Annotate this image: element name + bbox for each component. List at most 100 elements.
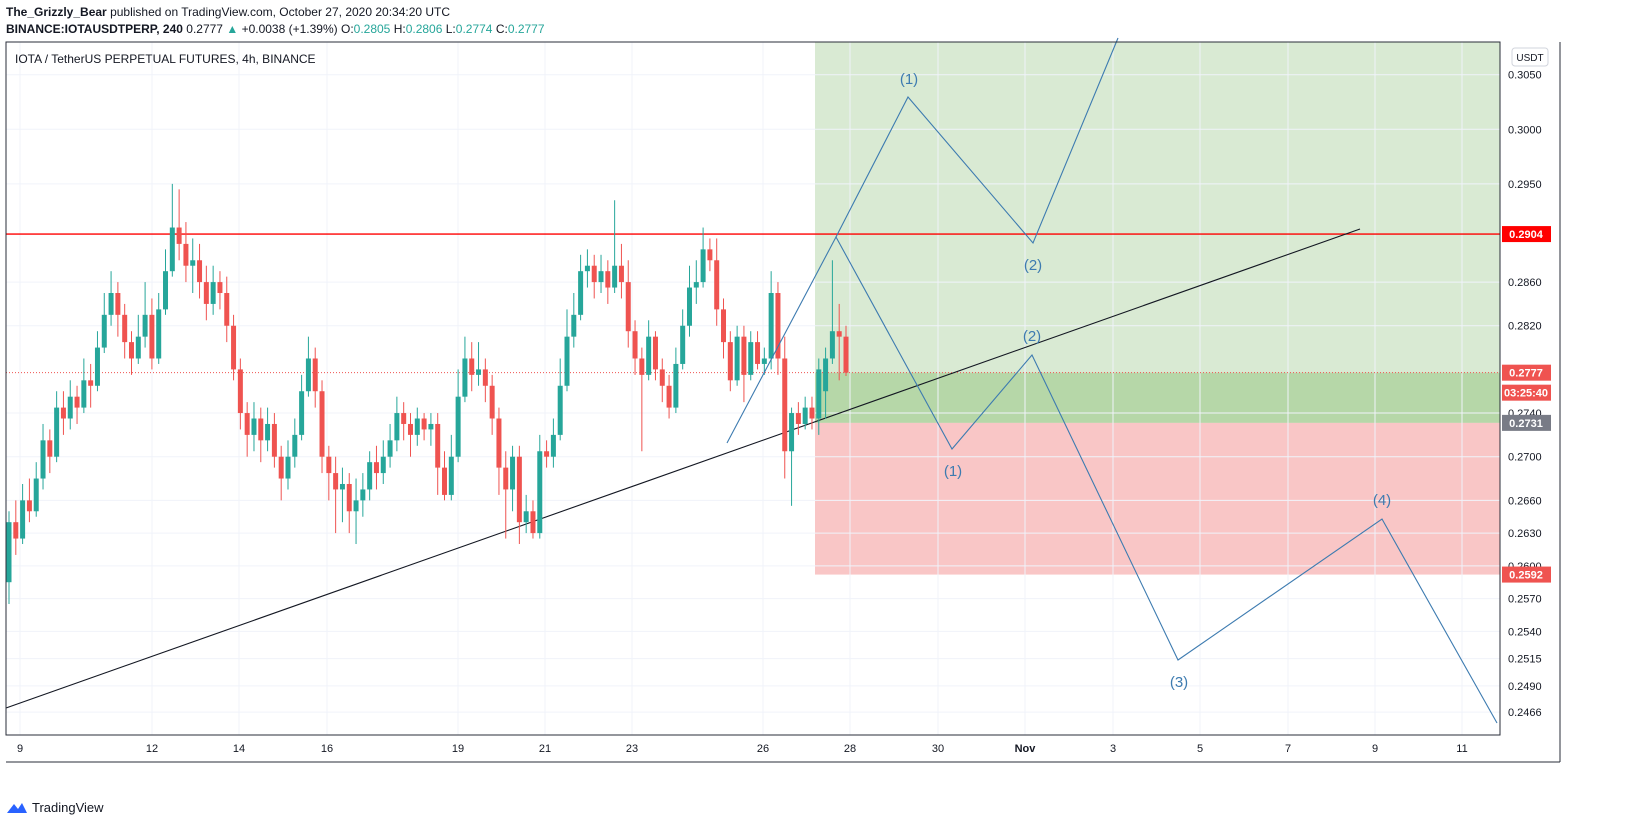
candle-body[interactable] bbox=[469, 358, 475, 375]
candle-body[interactable] bbox=[652, 336, 658, 370]
candle-body[interactable] bbox=[326, 456, 332, 474]
candle-body[interactable] bbox=[428, 423, 434, 430]
candle-body[interactable] bbox=[373, 462, 379, 474]
candle-body[interactable] bbox=[414, 418, 420, 435]
candle-body[interactable] bbox=[578, 271, 584, 315]
candle-body[interactable] bbox=[122, 314, 128, 343]
candle-body[interactable] bbox=[823, 358, 829, 392]
candle-body[interactable] bbox=[714, 260, 720, 310]
candle-body[interactable] bbox=[721, 309, 727, 343]
candle-body[interactable] bbox=[755, 342, 761, 364]
candle-body[interactable] bbox=[203, 282, 209, 304]
candle-body[interactable] bbox=[462, 358, 468, 397]
candle-body[interactable] bbox=[271, 423, 277, 457]
candle-body[interactable] bbox=[115, 293, 121, 315]
candle-body[interactable] bbox=[591, 265, 597, 283]
candle-body[interactable] bbox=[26, 500, 32, 512]
candle-body[interactable] bbox=[258, 418, 264, 441]
candle-body[interactable] bbox=[183, 243, 189, 266]
candle-body[interactable] bbox=[598, 271, 604, 283]
candle-body[interactable] bbox=[530, 511, 536, 534]
candle-body[interactable] bbox=[60, 407, 66, 419]
candle-body[interactable] bbox=[237, 369, 243, 414]
candle-body[interactable] bbox=[789, 413, 795, 452]
candle-body[interactable] bbox=[550, 434, 556, 457]
candle-body[interactable] bbox=[319, 391, 325, 457]
candle-body[interactable] bbox=[775, 293, 781, 359]
candle-body[interactable] bbox=[510, 456, 516, 490]
candle-body[interactable] bbox=[6, 522, 12, 583]
candle-body[interactable] bbox=[489, 385, 495, 419]
currency-box[interactable] bbox=[1511, 47, 1549, 67]
candle-body[interactable] bbox=[734, 336, 740, 381]
candle-body[interactable] bbox=[156, 309, 162, 359]
candle-body[interactable] bbox=[339, 483, 345, 490]
candle-body[interactable] bbox=[680, 325, 686, 364]
candle-body[interactable] bbox=[353, 500, 359, 512]
candle-body[interactable] bbox=[421, 418, 427, 430]
candle-body[interactable] bbox=[251, 418, 257, 435]
candle-body[interactable] bbox=[700, 249, 706, 283]
candle-body[interactable] bbox=[843, 336, 849, 373]
candle-body[interactable] bbox=[503, 467, 509, 490]
candle-body[interactable] bbox=[81, 380, 87, 408]
candle-body[interactable] bbox=[761, 358, 767, 364]
candle-body[interactable] bbox=[224, 293, 230, 326]
candle-body[interactable] bbox=[407, 423, 413, 435]
candle-body[interactable] bbox=[67, 396, 73, 419]
candle-body[interactable] bbox=[265, 423, 271, 441]
candle-body[interactable] bbox=[816, 369, 822, 419]
candle-body[interactable] bbox=[442, 467, 448, 495]
candle-body[interactable] bbox=[639, 358, 645, 375]
candle-body[interactable] bbox=[666, 385, 672, 408]
candle-body[interactable] bbox=[795, 413, 801, 424]
candle-body[interactable] bbox=[88, 380, 94, 386]
candle-body[interactable] bbox=[54, 407, 60, 457]
candle-body[interactable] bbox=[707, 249, 713, 261]
candle-body[interactable] bbox=[768, 293, 774, 359]
candle-body[interactable] bbox=[618, 265, 624, 283]
candle-body[interactable] bbox=[292, 434, 298, 457]
candle-body[interactable] bbox=[476, 369, 482, 375]
candle-body[interactable] bbox=[367, 462, 373, 490]
candle-body[interactable] bbox=[612, 265, 618, 288]
candle-body[interactable] bbox=[285, 456, 291, 479]
candle-body[interactable] bbox=[176, 227, 182, 244]
candle-body[interactable] bbox=[333, 473, 339, 490]
candle-body[interactable] bbox=[380, 456, 386, 474]
candle-body[interactable] bbox=[47, 440, 53, 457]
candle-body[interactable] bbox=[802, 407, 808, 424]
candle-body[interactable] bbox=[544, 451, 550, 457]
candle-body[interactable] bbox=[625, 282, 631, 332]
candle-body[interactable] bbox=[394, 413, 400, 441]
candle-body[interactable] bbox=[686, 287, 692, 326]
candle-body[interactable] bbox=[13, 522, 19, 539]
candle-body[interactable] bbox=[163, 271, 169, 310]
candle-body[interactable] bbox=[829, 331, 835, 359]
candle-body[interactable] bbox=[312, 358, 318, 392]
candle-body[interactable] bbox=[673, 363, 679, 408]
candles[interactable] bbox=[6, 183, 849, 605]
candle-body[interactable] bbox=[516, 456, 522, 523]
candle-body[interactable] bbox=[646, 336, 652, 375]
candle-body[interactable] bbox=[836, 331, 842, 337]
candle-body[interactable] bbox=[387, 440, 393, 457]
candle-body[interactable] bbox=[149, 314, 155, 359]
candle-body[interactable] bbox=[605, 271, 611, 288]
candle-body[interactable] bbox=[748, 342, 754, 375]
candle-body[interactable] bbox=[659, 369, 665, 386]
candle-body[interactable] bbox=[496, 418, 502, 468]
candle-body[interactable] bbox=[632, 331, 638, 359]
footer[interactable]: TradingView bbox=[6, 800, 104, 815]
candle-body[interactable] bbox=[33, 478, 39, 512]
currency-label[interactable]: USDT bbox=[1516, 53, 1543, 64]
candle-body[interactable] bbox=[557, 385, 563, 435]
candle-body[interactable] bbox=[346, 483, 352, 512]
candle-body[interactable] bbox=[448, 456, 454, 495]
candle-body[interactable] bbox=[299, 391, 305, 435]
candle-body[interactable] bbox=[278, 456, 284, 479]
candle-body[interactable] bbox=[142, 314, 148, 337]
candle-body[interactable] bbox=[727, 342, 733, 381]
axes[interactable]: 0.30500.30000.29500.28600.28200.27400.27… bbox=[5, 41, 1561, 763]
